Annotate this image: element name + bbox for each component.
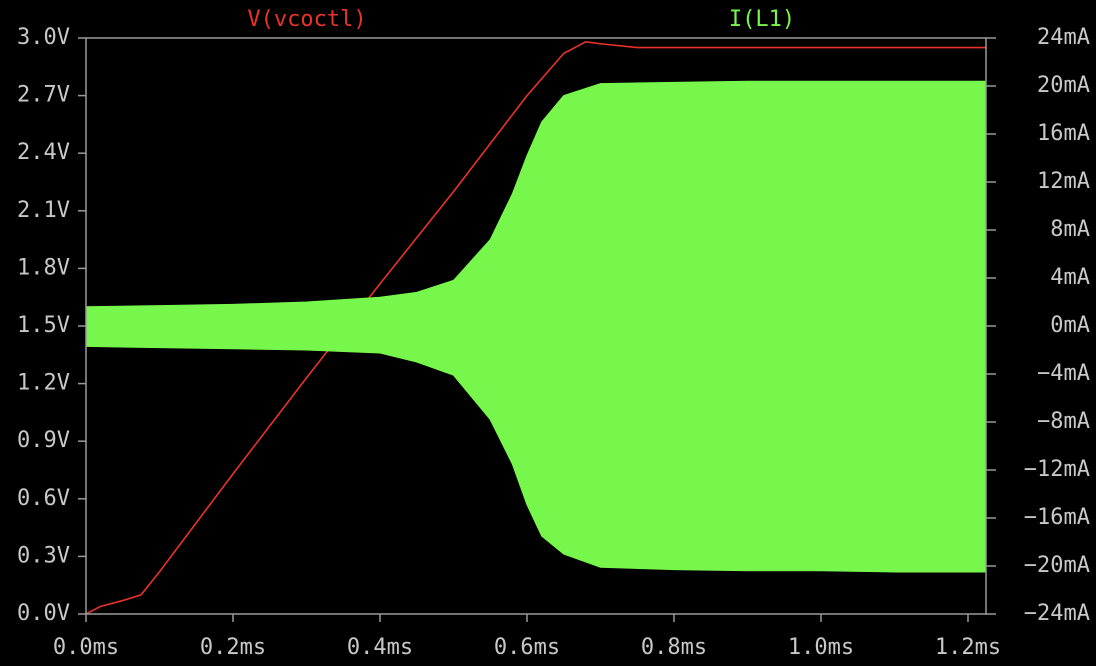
y-tick-label: 2.4V bbox=[17, 140, 70, 165]
y-tick-label: 3.0V bbox=[17, 25, 70, 50]
line-series bbox=[85, 41, 986, 615]
x-tick-label: 1.0ms bbox=[788, 635, 854, 660]
y-tick-label: 2.1V bbox=[17, 198, 70, 223]
x-tick-label: 1.2ms bbox=[935, 635, 1001, 660]
y2-tick-label: 4mA bbox=[1050, 265, 1090, 290]
series-title: V(vcoctl) bbox=[247, 7, 366, 32]
y-tick-label: 0.3V bbox=[17, 543, 70, 568]
y2-tick-label: −8mA bbox=[1037, 409, 1090, 434]
y2-tick-label: 20mA bbox=[1037, 73, 1090, 98]
y2-tick-label: −24mA bbox=[1024, 601, 1090, 626]
x-tick-label: 0.4ms bbox=[347, 635, 413, 660]
y2-tick-label: −12mA bbox=[1024, 457, 1090, 482]
x-tick-label: 0.0ms bbox=[53, 635, 119, 660]
y2-tick-label: −4mA bbox=[1037, 361, 1090, 386]
y2-tick-label: 24mA bbox=[1037, 25, 1090, 50]
x-tick-label: 0.2ms bbox=[200, 635, 266, 660]
y-tick-label: 0.9V bbox=[17, 428, 70, 453]
y-tick-label: 0.0V bbox=[17, 601, 70, 626]
envelope-area bbox=[85, 80, 987, 327]
y2-tick-label: 0mA bbox=[1050, 313, 1090, 338]
y2-tick-label: 16mA bbox=[1037, 121, 1090, 146]
envelope-area bbox=[85, 325, 987, 573]
y-tick-label: 1.5V bbox=[17, 313, 70, 338]
y2-tick-label: 12mA bbox=[1037, 169, 1090, 194]
y2-tick-label: 8mA bbox=[1050, 217, 1090, 242]
y-tick-label: 1.8V bbox=[17, 255, 70, 280]
y2-tick-label: −16mA bbox=[1024, 505, 1090, 530]
y2-tick-label: −20mA bbox=[1024, 553, 1090, 578]
y-tick-label: 2.7V bbox=[17, 83, 70, 108]
y-tick-label: 0.6V bbox=[17, 486, 70, 511]
y-tick-label: 1.2V bbox=[17, 371, 70, 396]
series-title: I(L1) bbox=[729, 7, 795, 32]
x-tick-label: 0.6ms bbox=[494, 635, 560, 660]
x-tick-label: 0.8ms bbox=[641, 635, 707, 660]
